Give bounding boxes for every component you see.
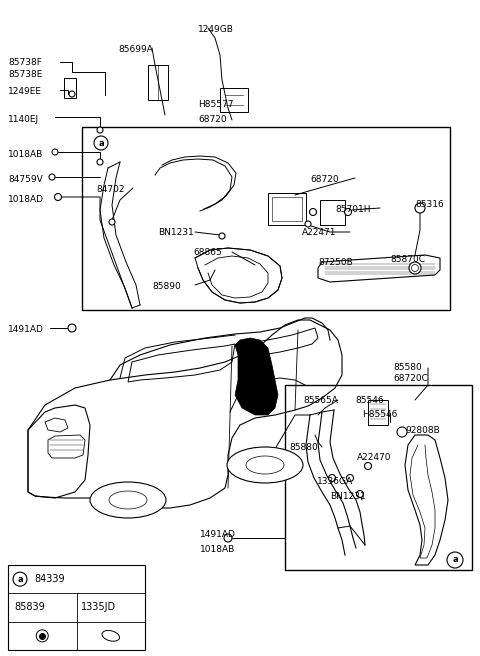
Circle shape [97, 127, 103, 133]
Circle shape [347, 474, 353, 482]
Circle shape [357, 491, 363, 497]
Circle shape [310, 209, 316, 216]
Bar [8, 565, 145, 650]
Circle shape [55, 194, 61, 201]
Text: 85580: 85580 [393, 363, 422, 372]
Text: 87250B: 87250B [318, 258, 353, 267]
Bar [285, 385, 472, 570]
Bar [368, 400, 388, 425]
Bar [220, 88, 248, 112]
Circle shape [52, 149, 58, 155]
Circle shape [36, 630, 48, 642]
Text: a: a [452, 556, 458, 565]
Ellipse shape [102, 630, 120, 641]
Bar [148, 65, 168, 100]
Text: 68720: 68720 [310, 175, 338, 184]
Text: 1018AD: 1018AD [8, 195, 44, 204]
Text: a: a [98, 138, 104, 148]
Circle shape [94, 136, 108, 150]
Ellipse shape [227, 447, 303, 483]
Bar [82, 127, 450, 310]
Text: A22470: A22470 [357, 453, 392, 462]
Text: 85738F: 85738F [8, 58, 42, 67]
Circle shape [411, 264, 419, 272]
Text: 1140EJ: 1140EJ [8, 115, 39, 124]
Text: 1335JD: 1335JD [81, 602, 116, 613]
Circle shape [13, 572, 27, 586]
Text: 1018AB: 1018AB [8, 150, 43, 159]
Polygon shape [195, 248, 282, 303]
Text: 85316: 85316 [415, 200, 444, 209]
Circle shape [345, 209, 351, 216]
Text: 68865: 68865 [193, 248, 222, 257]
Bar [272, 197, 302, 221]
Circle shape [364, 462, 372, 470]
Circle shape [409, 262, 421, 274]
Bar [268, 193, 306, 225]
Bar [320, 200, 345, 225]
Text: H85546: H85546 [362, 410, 397, 419]
Text: 68720: 68720 [198, 115, 227, 124]
Text: 85880: 85880 [289, 443, 318, 452]
Text: 68720C: 68720C [393, 374, 428, 383]
Text: 84339: 84339 [34, 574, 65, 584]
Polygon shape [235, 338, 278, 415]
Circle shape [447, 552, 463, 568]
Text: a: a [17, 575, 23, 584]
Text: 1018AB: 1018AB [200, 545, 235, 554]
Text: H85577: H85577 [198, 100, 233, 109]
Circle shape [415, 203, 425, 213]
Ellipse shape [90, 482, 166, 518]
Circle shape [328, 474, 336, 482]
Text: 1336GA: 1336GA [317, 477, 353, 486]
Ellipse shape [246, 456, 284, 474]
Circle shape [219, 233, 225, 239]
Text: A22471: A22471 [302, 228, 336, 237]
Text: 85546: 85546 [355, 396, 384, 405]
Text: BN1231: BN1231 [158, 228, 194, 237]
Text: 85701H: 85701H [335, 205, 371, 214]
Text: 1491AD: 1491AD [8, 325, 44, 334]
Circle shape [68, 324, 76, 332]
Circle shape [97, 159, 103, 165]
Text: 1249EE: 1249EE [8, 87, 42, 96]
Text: 85738E: 85738E [8, 70, 42, 79]
Text: 85870C: 85870C [390, 255, 425, 264]
Text: 85699A: 85699A [118, 45, 153, 54]
Circle shape [305, 221, 311, 227]
Text: 92808B: 92808B [405, 426, 440, 435]
Bar [64, 78, 76, 98]
Text: 1249GB: 1249GB [198, 25, 234, 34]
Text: 1491AD: 1491AD [200, 530, 236, 539]
Circle shape [397, 427, 407, 437]
Text: 85839: 85839 [14, 602, 45, 613]
Circle shape [109, 219, 115, 225]
Text: 84702: 84702 [96, 185, 124, 194]
Text: 84759V: 84759V [8, 175, 43, 184]
Text: 85565A: 85565A [303, 396, 338, 405]
Circle shape [224, 534, 232, 542]
Text: BN1231: BN1231 [330, 492, 366, 501]
Text: 85890: 85890 [152, 282, 181, 291]
Circle shape [49, 174, 55, 180]
Ellipse shape [109, 491, 147, 509]
Circle shape [69, 91, 75, 97]
